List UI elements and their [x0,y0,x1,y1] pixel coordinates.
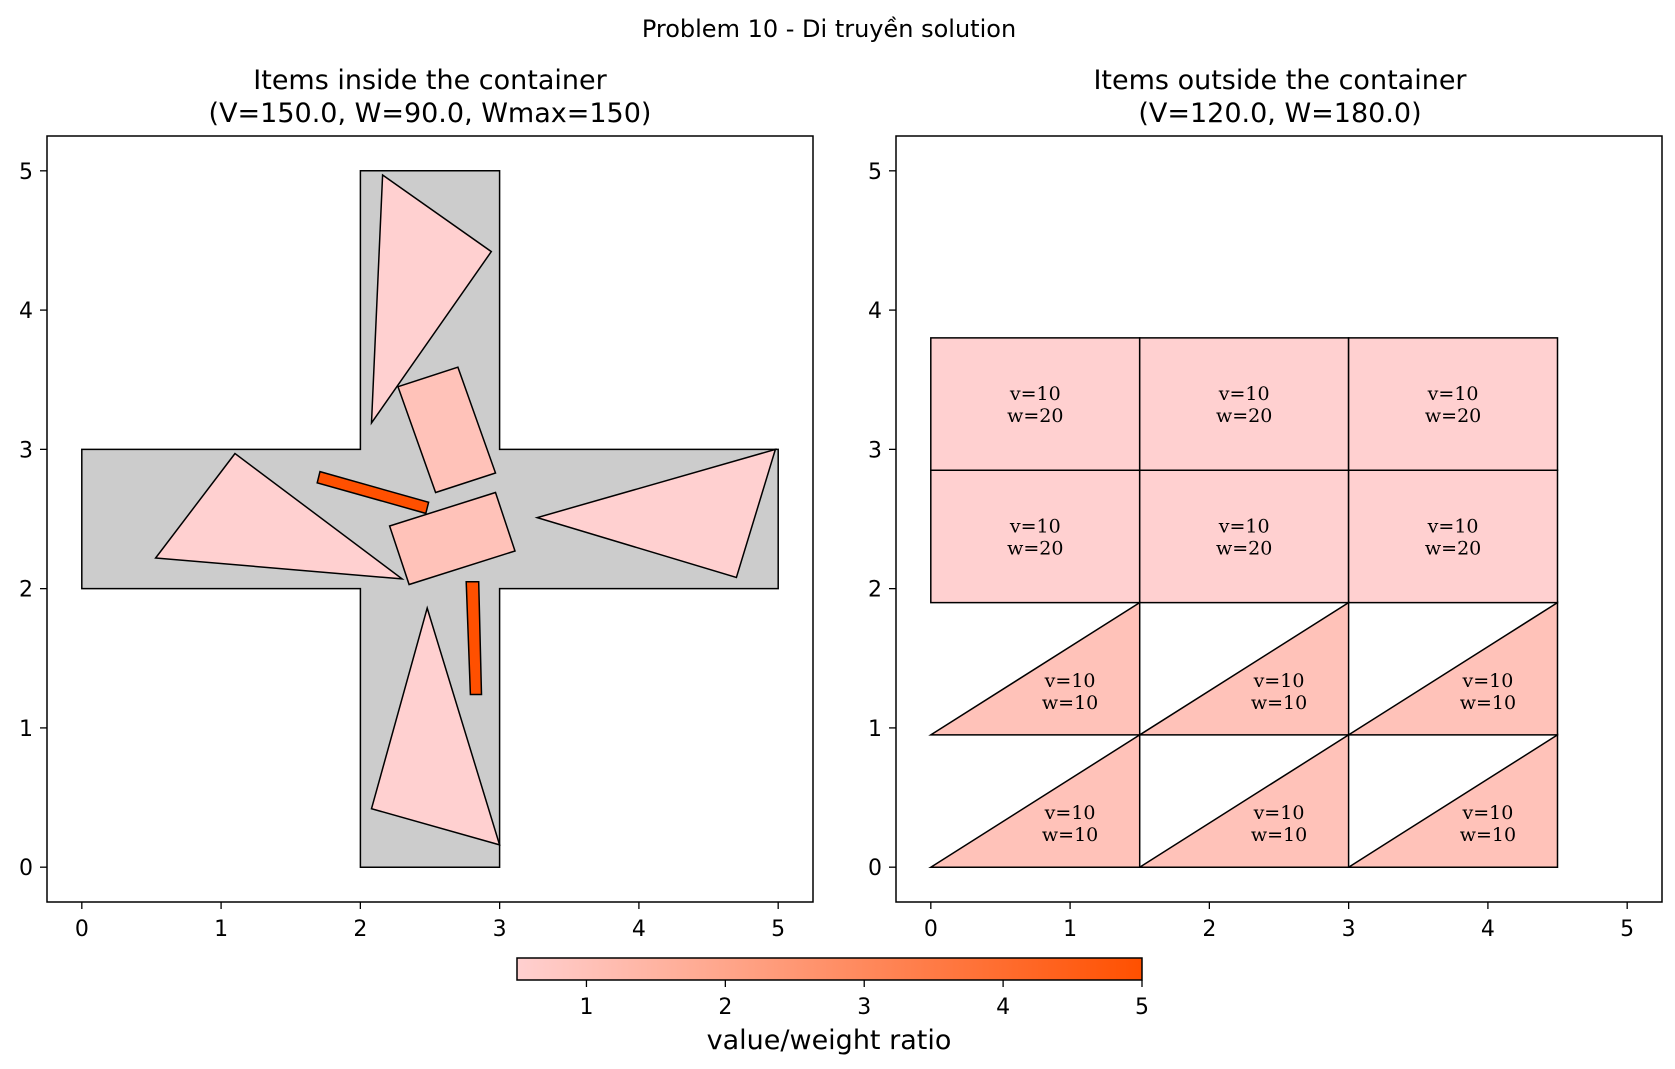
colorbar: 1 2 3 4 5 value/weight ratio [516,957,1149,1056]
item-label: v=10 [1218,383,1270,405]
item-label: w=20 [1007,405,1063,427]
colorbar-tick-label: 1 [579,995,593,1020]
colorbar-tick-label: 2 [718,995,732,1020]
item-label: v=10 [1218,515,1270,537]
panel-outside-ticks: 0 1 2 3 4 5 0 1 2 3 4 5 [868,160,1634,942]
item-triangle-right [534,448,777,579]
colorbar-tick-label: 3 [857,995,871,1020]
item-label: v=10 [1461,670,1513,692]
item-label: v=10 [1461,802,1513,824]
item-bar-diagonal [316,470,430,515]
y-tick-label: 2 [19,578,33,603]
item-label: v=10 [1044,670,1096,692]
item-tri-r2c3 [1346,733,1559,868]
colorbar-label: value/weight ratio [707,1025,952,1056]
y-tick-label: 2 [868,578,882,603]
x-tick-label: 4 [1481,917,1495,942]
x-tick-label: 3 [493,917,507,942]
item-tri-r2c1 [928,733,1141,868]
y-tick-label: 0 [19,856,33,881]
panel-outside-plot: v=10w=20v=10w=20v=10w=20v=10w=20v=10w=20… [928,337,1559,868]
item-tri-r1c3 [1346,601,1559,736]
item-label: w=20 [1216,405,1272,427]
item-label: w=10 [1042,692,1098,714]
item-triangle-left [154,452,405,580]
panel-outside-title-line2: (V=120.0, W=180.0) [1138,98,1421,129]
item-rect-r2c3 [1347,469,1559,604]
item-tri-r1c1 [928,601,1141,736]
y-tick-label: 5 [19,160,33,185]
y-tick-label: 4 [868,299,882,324]
x-tick-label: 4 [632,917,646,942]
x-tick-label: 1 [214,917,228,942]
item-label: w=10 [1460,692,1516,714]
panel-inside-plot [81,170,779,868]
item-label: w=20 [1425,537,1481,559]
y-tick-label: 0 [868,856,882,881]
panel-outside-title-line1: Items outside the container [1093,65,1467,96]
item-label: v=10 [1009,383,1061,405]
panel-outside: Items outside the container (V=120.0, W=… [868,65,1663,942]
panel-inside: Items inside the container (V=150.0, W=9… [19,65,814,942]
y-tick-label: 1 [868,717,882,742]
item-label: w=10 [1042,824,1098,846]
x-tick-label: 0 [924,917,938,942]
colorbar-tick-label: 4 [996,995,1010,1020]
x-tick-label: 2 [1202,917,1216,942]
item-label: w=10 [1460,824,1516,846]
x-tick-label: 2 [353,917,367,942]
y-tick-label: 5 [868,160,882,185]
x-tick-label: 5 [771,917,785,942]
item-label: v=10 [1044,802,1096,824]
item-tri-r1c2 [1137,601,1350,736]
x-tick-label: 0 [75,917,89,942]
item-label: v=10 [1427,515,1479,537]
panel-inside-frame [46,135,814,903]
item-label: w=20 [1425,405,1481,427]
item-label: v=10 [1009,515,1061,537]
panel-outside-frame [895,135,1663,903]
item-label: w=10 [1251,692,1307,714]
panel-inside-title-line1: Items inside the container [253,65,607,96]
panel-inside-ticks: 0 1 2 3 4 5 0 1 2 3 4 5 [19,160,785,942]
x-tick-label: 1 [1063,917,1077,942]
y-tick-label: 3 [19,438,33,463]
y-tick-label: 3 [868,438,882,463]
item-triangle-bottom [370,605,501,846]
item-bar-vertical [465,580,483,696]
item-rectangle-upper [397,366,497,494]
colorbar-gradient [516,957,1143,981]
item-label: w=20 [1216,537,1272,559]
figure-title: Problem 10 - Di truyền solution [642,15,1016,43]
y-tick-label: 4 [19,299,33,324]
x-tick-label: 5 [1620,917,1634,942]
item-rectangle-middle [388,491,516,586]
item-label: v=10 [1253,802,1305,824]
item-triangle-top [370,173,493,426]
item-label: w=20 [1007,537,1063,559]
item-tri-r2c2 [1137,733,1350,868]
item-label: w=10 [1251,824,1307,846]
colorbar-tick-label: 5 [1135,995,1149,1020]
item-label: v=10 [1253,670,1305,692]
item-label: v=10 [1427,383,1479,405]
panel-inside-title-line2: (V=150.0, W=90.0, Wmax=150) [209,98,652,129]
colorbar-ticks: 1 2 3 4 5 [579,980,1149,1020]
y-tick-label: 1 [19,717,33,742]
x-tick-label: 3 [1342,917,1356,942]
